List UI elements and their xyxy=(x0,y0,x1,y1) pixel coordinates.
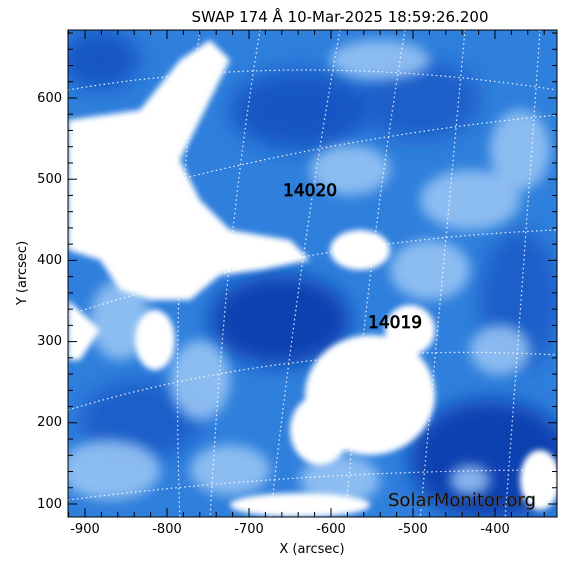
solar-image: 14020 14019 SolarMonitor.org xyxy=(68,30,557,517)
bright-regions xyxy=(68,40,557,517)
watermark: SolarMonitor.org xyxy=(388,490,536,511)
region-label-14019: 14019 xyxy=(368,313,422,333)
axis-ticks xyxy=(68,30,557,517)
x-tick-label: -800 xyxy=(152,522,182,537)
x-tick-labels: -900 -800 -700 -600 -500 -400 xyxy=(70,522,510,537)
y-axis-title: Y (arcsec) xyxy=(15,241,30,306)
x-tick-label: -900 xyxy=(70,522,100,537)
y-tick-label: 500 xyxy=(37,172,62,187)
region-label-14020: 14020 xyxy=(283,181,337,201)
y-tick-labels: 100 200 300 400 500 600 xyxy=(37,91,62,512)
y-tick-label: 200 xyxy=(37,415,62,430)
heliographic-grid xyxy=(68,30,557,517)
x-tick-label: -600 xyxy=(316,522,346,537)
y-tick-label: 300 xyxy=(37,334,62,349)
x-tick-label: -500 xyxy=(398,522,428,537)
y-tick-label: 100 xyxy=(37,497,62,512)
x-axis-title: X (arcsec) xyxy=(279,542,344,557)
plot-title: SWAP 174 Å 10-Mar-2025 18:59:26.200 xyxy=(192,7,489,26)
y-tick-label: 400 xyxy=(37,253,62,268)
plot-frame xyxy=(67,29,558,518)
y-tick-label: 600 xyxy=(37,91,62,106)
x-tick-label: -700 xyxy=(234,522,264,537)
x-tick-label: -400 xyxy=(480,522,510,537)
